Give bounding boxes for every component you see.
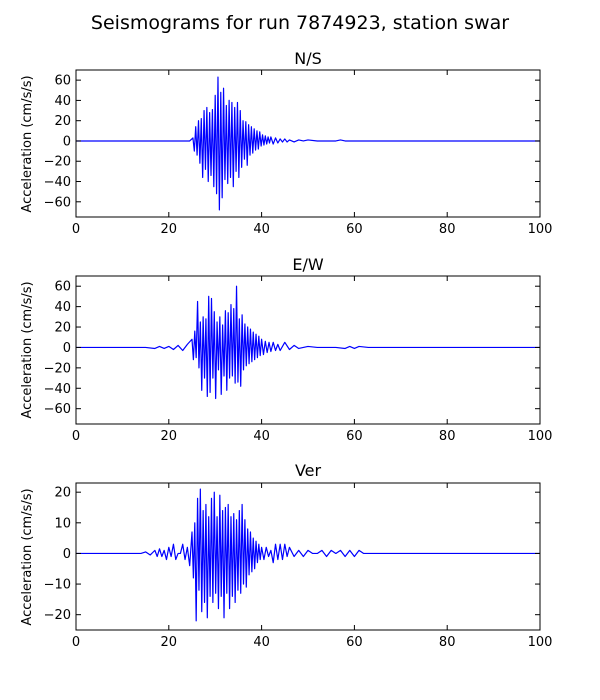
panel-ver-ytick-label: −20 xyxy=(44,608,71,623)
panel-ns-xtick-label: 40 xyxy=(253,222,270,237)
panel-ew-xtick-label: 80 xyxy=(439,429,456,444)
panel-ns-ytick-label: −60 xyxy=(44,195,71,210)
panel-ver-xtick-label: 80 xyxy=(439,635,456,650)
panel-ver-title: Ver xyxy=(295,461,322,480)
panel-ew-xtick-label: 40 xyxy=(253,429,270,444)
panel-ns-ytick-label: 40 xyxy=(54,94,71,109)
panel-ew-ylabel: Acceleration (cm/s/s) xyxy=(20,281,35,418)
panel-ew-frame xyxy=(75,275,541,425)
panel-ns-ytick-label: 60 xyxy=(54,74,71,89)
panel-ver-xtick-label: 100 xyxy=(528,635,553,650)
panel-ew-ytick-label: 60 xyxy=(54,280,71,295)
panel-ew-ytick-label: 20 xyxy=(54,321,71,336)
panel-ver-xtick-label: 60 xyxy=(346,635,363,650)
panel-ver-ytick-label: 10 xyxy=(54,516,71,531)
panel-ew-xtick-label: 20 xyxy=(161,429,178,444)
panel-ver: Ver Acceleration (cm/s/s) 0 20 40 60 80 100−2… xyxy=(20,461,552,650)
panel-ns-xtick-label: 100 xyxy=(528,222,553,237)
panel-ver-frame xyxy=(75,482,541,631)
panel-ns-title: N/S xyxy=(294,49,322,68)
panel-ew-ytick-label: −60 xyxy=(44,402,71,417)
panel-ew-xtick-label: 100 xyxy=(528,429,553,444)
panel-ew: E/W Acceleration (cm/s/s) 0 20 40 60 80 100 −6… xyxy=(20,255,552,444)
panel-ns-ytick-label: −40 xyxy=(44,175,71,190)
panel-ns: N/S Acceleration (cm/s/s) 0 20 40 60 80 100 −6… xyxy=(20,49,552,237)
panel-ns-xtick-label: 20 xyxy=(161,222,178,237)
panel-ver-ytick-label: 0 xyxy=(63,547,71,562)
panel-ns-frame xyxy=(75,69,541,218)
panel-ew-trace-0 xyxy=(76,285,540,400)
panel-ver-ylabel: Acceleration (cm/s/s) xyxy=(20,488,35,625)
panel-ns-trace-0 xyxy=(76,76,540,211)
panel-ew-ytick-label: −20 xyxy=(44,361,71,376)
panel-ew-xtick-label: 0 xyxy=(72,429,80,444)
panel-ew-ytick-label: 40 xyxy=(54,300,71,315)
panel-ver-xtick-label: 40 xyxy=(253,635,270,650)
panel-ew-xtick-label: 60 xyxy=(346,429,363,444)
figure-title: Seismograms for run 7874923, station swa… xyxy=(91,12,509,34)
panel-ns-xtick-label: 0 xyxy=(72,222,80,237)
panel-ns-ytick-label: 20 xyxy=(54,114,71,129)
panel-ns-ylabel: Acceleration (cm/s/s) xyxy=(20,75,35,212)
panel-ver-xtick-label: 20 xyxy=(161,635,178,650)
panel-ns-ytick-label: −20 xyxy=(44,155,71,170)
panel-ew-title: E/W xyxy=(292,255,324,274)
panel-ew-ytick-label: 0 xyxy=(63,341,71,356)
panel-ver-ytick-label: 20 xyxy=(54,486,71,501)
panel-ver-ytick-label: −10 xyxy=(44,578,71,593)
panel-ns-xtick-label: 60 xyxy=(346,222,363,237)
panel-ver-trace-0 xyxy=(76,488,540,622)
panel-ns-xtick-label: 80 xyxy=(439,222,456,237)
panel-ew-ytick-label: −40 xyxy=(44,382,71,397)
panel-ver-xtick-label: 0 xyxy=(72,635,80,650)
panel-ns-ytick-label: 0 xyxy=(63,134,71,149)
